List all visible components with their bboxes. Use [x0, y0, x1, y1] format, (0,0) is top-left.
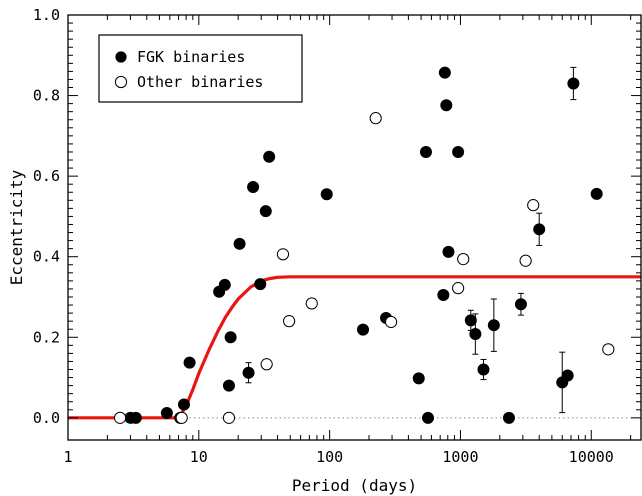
fgk-binary-point [183, 356, 196, 369]
other-binary-point [527, 199, 540, 212]
fgk-binary-point [129, 411, 142, 424]
fgk-binary-point [561, 369, 574, 382]
fgk-binary-point [438, 66, 451, 79]
other-binary-point [175, 411, 188, 424]
y-tick-label: 0.2 [33, 328, 60, 346]
fgk-binary-point [263, 150, 276, 163]
fgk-binary-point [254, 278, 267, 291]
fgk-binary-point [412, 372, 425, 385]
fgk-binary-point [160, 407, 173, 420]
fgk-binary-point [247, 181, 260, 194]
fgk-binary-point [222, 379, 235, 392]
fgk-binary-point [419, 145, 432, 158]
plot-frame [67, 14, 642, 441]
fgk-binary-point [437, 288, 450, 301]
fgk-binary-point [533, 223, 546, 236]
fit-curve [68, 275, 641, 420]
data-points-layer [113, 66, 615, 424]
other-binary-point [113, 411, 127, 424]
legend-marker-fgk [115, 51, 127, 63]
other-binary-point [452, 282, 465, 295]
fgk-binary-point [442, 245, 455, 258]
fgk-binary-point [469, 328, 482, 341]
fgk-binary-point [452, 145, 465, 158]
fgk-binary-point [422, 411, 435, 424]
other-binary-point [276, 248, 290, 261]
other-binary-point [519, 254, 532, 267]
fgk-binary-point [224, 331, 237, 344]
x-tick-label: 1000 [442, 448, 478, 466]
other-binary-point [384, 315, 398, 329]
fgk-binary-point [357, 323, 370, 336]
other-binary-point [260, 358, 273, 371]
fgk-binary-point [233, 237, 246, 250]
legend-box [98, 34, 303, 103]
fgk-binary-point [567, 77, 580, 90]
fgk-binary-point [440, 99, 453, 112]
other-binary-point [283, 315, 296, 328]
fgk-binary-point [590, 187, 603, 200]
y-tick-label: 0.4 [33, 248, 60, 266]
x-tick-label: 100 [316, 448, 343, 466]
axis-ticks [67, 14, 641, 440]
legend-label-fgk: FGK binaries [137, 48, 245, 66]
other-binary-point [222, 411, 236, 424]
fgk-binary-point [502, 411, 515, 424]
x-axis-title: Period (days) [292, 476, 417, 495]
fgk-binary-point [487, 319, 500, 332]
fgk-binary-point [464, 314, 477, 327]
x-tick-label: 10000 [569, 448, 614, 466]
y-tick-label: 0.6 [33, 167, 60, 185]
fgk-binary-point [259, 205, 272, 218]
fgk-binary-point [242, 366, 255, 379]
y-tick-label: 0.0 [33, 409, 60, 427]
other-binary-point [602, 343, 615, 356]
other-binary-point [369, 112, 382, 125]
fgk-binary-point [320, 188, 333, 201]
y-tick-label: 0.8 [33, 87, 60, 105]
x-tick-label: 10 [190, 448, 208, 466]
fgk-binary-point [477, 363, 490, 376]
fgk-binary-point [514, 298, 527, 311]
other-binary-point [457, 253, 470, 266]
y-tick-label: 1.0 [33, 6, 60, 24]
legend-label-other: Other binaries [137, 73, 263, 91]
other-binary-point [305, 297, 318, 310]
legend-marker-other [114, 75, 128, 89]
legend: FGK binaries Other binaries [98, 34, 303, 103]
tick-labels: 1 10 100 1000 10000 0.0 0.2 0.4 0.6 0.8 1.0 [33, 6, 614, 466]
x-tick-label: 1 [63, 448, 72, 466]
fgk-binary-point [218, 278, 231, 291]
plot-border [67, 14, 642, 441]
fit-curve-layer [68, 275, 641, 420]
fgk-binary-point [177, 398, 190, 411]
y-axis-title: Eccentricity [7, 169, 26, 285]
